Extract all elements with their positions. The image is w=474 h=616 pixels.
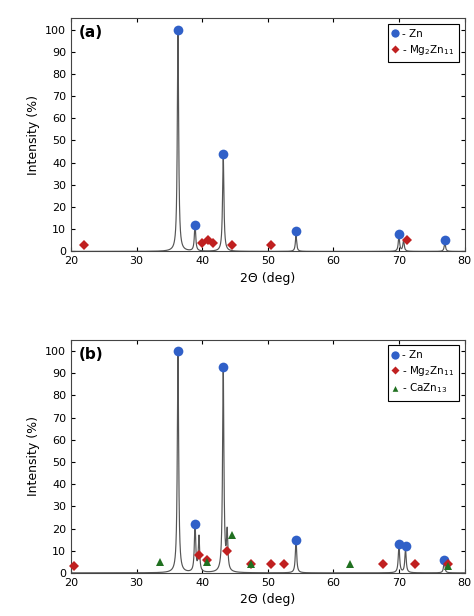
Legend: - Zn, - Mg$_2$Zn$_{11}$, - CaZn$_{13}$: - Zn, - Mg$_2$Zn$_{11}$, - CaZn$_{13}$ xyxy=(388,345,459,400)
Text: (a): (a) xyxy=(79,25,103,41)
Y-axis label: Intensity (%): Intensity (%) xyxy=(27,95,40,175)
Legend: - Zn, - Mg$_2$Zn$_{11}$: - Zn, - Mg$_2$Zn$_{11}$ xyxy=(388,23,459,62)
Y-axis label: Intensity (%): Intensity (%) xyxy=(27,416,40,496)
X-axis label: 2Θ (deg): 2Θ (deg) xyxy=(240,593,295,606)
Text: (b): (b) xyxy=(79,347,104,362)
X-axis label: 2Θ (deg): 2Θ (deg) xyxy=(240,272,295,285)
